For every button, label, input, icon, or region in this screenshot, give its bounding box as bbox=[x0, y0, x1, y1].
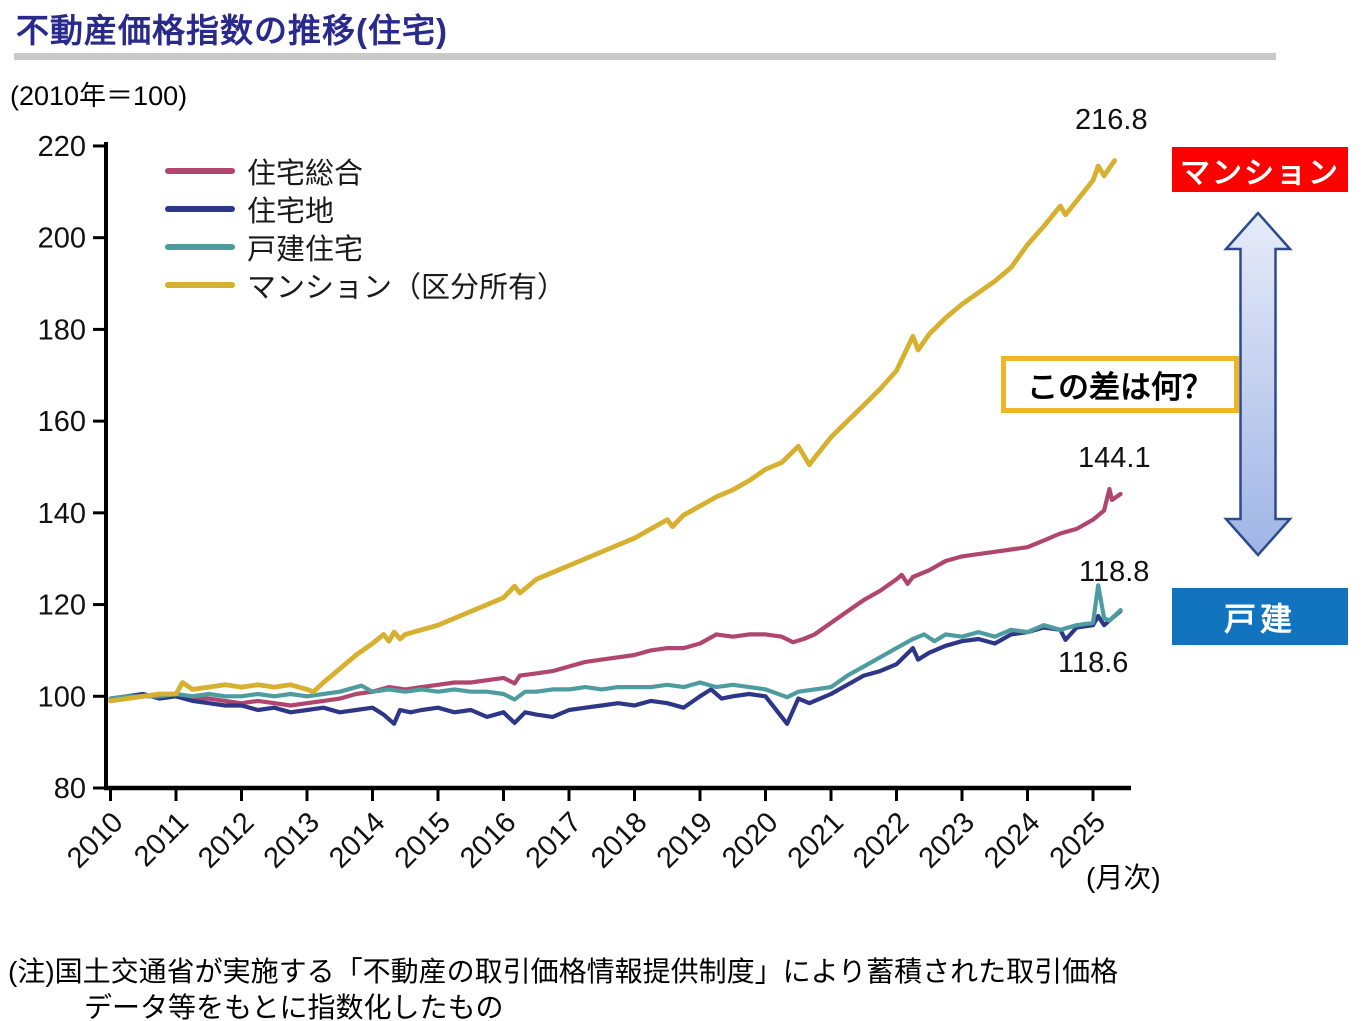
legend-item: 戸建住宅 bbox=[165, 228, 566, 266]
kodate-tag: 戸建 bbox=[1172, 588, 1348, 645]
mansion-tag: マンション bbox=[1172, 147, 1348, 192]
up-down-arrow-icon bbox=[1223, 211, 1293, 557]
legend-line-swatch bbox=[165, 206, 235, 212]
x-tick-label: 2022 bbox=[847, 806, 915, 874]
footnote-line-2: データ等をもとに指数化したもの bbox=[84, 992, 504, 1021]
footnote-line-1: (注)国土交通省が実施する「不動産の取引価格情報提供制度」により蓄積された取引価… bbox=[8, 956, 1119, 987]
x-tick-label: 2023 bbox=[913, 806, 981, 874]
x-tick-label: 2020 bbox=[716, 806, 784, 874]
index-base-note: (2010年＝100) bbox=[10, 81, 188, 111]
page-title: 不動産価格指数の推移(住宅) bbox=[16, 12, 448, 49]
y-tick-label: 120 bbox=[38, 590, 86, 622]
x-tick-label: 2011 bbox=[128, 806, 195, 873]
end-value-kodate: 118.8 bbox=[1079, 556, 1150, 588]
series-line-0 bbox=[108, 486, 1123, 708]
series-line-1 bbox=[108, 608, 1123, 726]
title-underline bbox=[14, 53, 1276, 60]
y-tick-label: 160 bbox=[38, 406, 86, 438]
x-tick-label: 2019 bbox=[651, 806, 719, 874]
x-tick-label: 2015 bbox=[389, 806, 457, 874]
legend-item-label: 住宅地 bbox=[247, 196, 335, 228]
y-tick-label: 140 bbox=[38, 498, 86, 530]
legend-item-label: 住宅総合 bbox=[247, 158, 364, 190]
y-tick-label: 220 bbox=[38, 131, 86, 163]
legend-item-label: 戸建住宅 bbox=[247, 234, 364, 266]
x-tick-label: 2017 bbox=[520, 806, 588, 874]
y-tick-label: 100 bbox=[38, 681, 86, 713]
x-tick-label: 2016 bbox=[454, 806, 522, 874]
legend: 住宅総合 住宅地 戸建住宅 マンション（区分所有） bbox=[165, 152, 566, 304]
series-line-3 bbox=[108, 158, 1117, 704]
question-box: この差は何？ bbox=[1001, 356, 1239, 413]
end-value-mansion: 216.8 bbox=[1075, 104, 1148, 136]
series-line-2 bbox=[108, 583, 1123, 702]
legend-line-swatch bbox=[165, 244, 235, 250]
legend-item-label: マンション（区分所有） bbox=[247, 272, 567, 304]
x-tick-label: 2012 bbox=[192, 806, 260, 874]
x-tick-label: 2021 bbox=[782, 806, 850, 874]
end-value-sogo: 144.1 bbox=[1078, 442, 1151, 474]
legend-item: マンション（区分所有） bbox=[165, 266, 566, 304]
y-tick-label: 200 bbox=[38, 223, 86, 255]
end-value-takuchi: 118.6 bbox=[1058, 647, 1129, 679]
legend-line-swatch bbox=[165, 282, 235, 288]
x-tick-label: 2024 bbox=[978, 806, 1046, 874]
legend-item: 住宅地 bbox=[165, 190, 566, 228]
x-tick-label: 2014 bbox=[323, 806, 391, 874]
legend-line-swatch bbox=[165, 168, 235, 174]
x-axis-unit: (月次) bbox=[1086, 862, 1161, 893]
y-tick-label: 80 bbox=[54, 773, 86, 805]
x-tick-label: 2010 bbox=[61, 806, 129, 874]
x-tick-label: 2018 bbox=[585, 806, 653, 874]
legend-item: 住宅総合 bbox=[165, 152, 566, 190]
x-tick-label: 2013 bbox=[258, 806, 326, 874]
y-tick-label: 180 bbox=[38, 314, 86, 346]
